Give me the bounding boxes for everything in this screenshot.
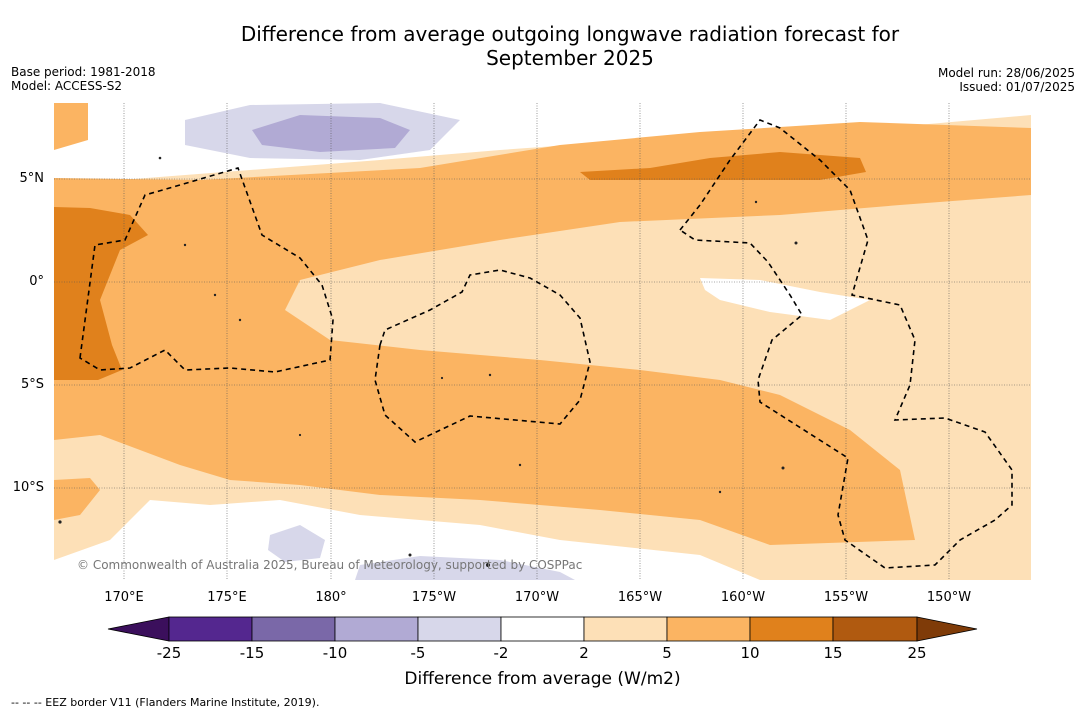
lon-label-150w: 150°W — [926, 590, 972, 605]
colorbar-segment-7 — [666, 616, 751, 642]
map-title: Difference from average outgoing longwav… — [0, 22, 1085, 70]
colorbar-extend-right — [916, 616, 978, 642]
colorbar-tick: 5 — [662, 644, 672, 662]
islands — [58, 156, 798, 567]
lat-label-5s: 5°S — [20, 377, 44, 392]
colorbar-tick: -5 — [410, 644, 426, 662]
lon-label-175e: 175°E — [207, 590, 247, 605]
eez-borders — [79, 119, 1013, 569]
colorbar-tick: -25 — [156, 644, 182, 662]
graticule — [54, 103, 1031, 580]
lon-label-165w: 165°W — [617, 590, 663, 605]
anomaly-field — [54, 103, 1031, 580]
colorbar-extend-left — [107, 616, 170, 642]
colorbar-tick: 15 — [823, 644, 843, 662]
colorbar-tick: 25 — [907, 644, 927, 662]
meta-left: Base period: 1981-2018 Model: ACCESS-S2 — [11, 65, 156, 93]
colorbar-segment-5 — [500, 616, 585, 642]
lon-label-160w: 160°W — [720, 590, 766, 605]
lat-label-0: 0° — [29, 274, 44, 289]
colorbar-segment-6 — [583, 616, 668, 642]
copyright-notice: © Commonwealth of Australia 2025, Bureau… — [77, 558, 583, 572]
colorbar-title: Difference from average (W/m2) — [404, 669, 681, 689]
title-line-2: September 2025 — [486, 46, 654, 70]
colorbar-tick: 10 — [740, 644, 760, 662]
colorbar-segment-9 — [832, 616, 918, 642]
colorbar-segment-1 — [168, 616, 253, 642]
meta-right: Model run: 28/06/2025 Issued: 01/07/2025 — [938, 66, 1075, 94]
lon-label-170e: 170°E — [104, 590, 144, 605]
model-name: Model: ACCESS-S2 — [11, 79, 123, 93]
issued-date: Issued: 01/07/2025 — [959, 80, 1075, 94]
base-period: Base period: 1981-2018 — [11, 65, 156, 79]
lon-label-175w: 175°W — [411, 590, 457, 605]
lat-label-10s: 10°S — [12, 480, 44, 495]
colorbar — [107, 616, 978, 642]
lon-label-170w: 170°W — [514, 590, 560, 605]
lon-label-180: 180° — [315, 590, 347, 605]
title-line-1: Difference from average outgoing longwav… — [240, 22, 900, 46]
lon-label-155w: 155°W — [823, 590, 869, 605]
eez-legend-note: -- -- -- EEZ border V11 (Flanders Marine… — [11, 696, 320, 709]
lat-label-5n: 5°N — [19, 171, 45, 186]
colorbar-tick: 2 — [579, 644, 589, 662]
colorbar-tick: -10 — [322, 644, 348, 662]
colorbar-segment-4 — [417, 616, 502, 642]
model-run: Model run: 28/06/2025 — [937, 66, 1075, 80]
colorbar-tick: -15 — [239, 644, 265, 662]
colorbar-segment-2 — [251, 616, 336, 642]
colorbar-segment-8 — [749, 616, 834, 642]
colorbar-segment-3 — [334, 616, 419, 642]
colorbar-tick: -2 — [493, 644, 509, 662]
